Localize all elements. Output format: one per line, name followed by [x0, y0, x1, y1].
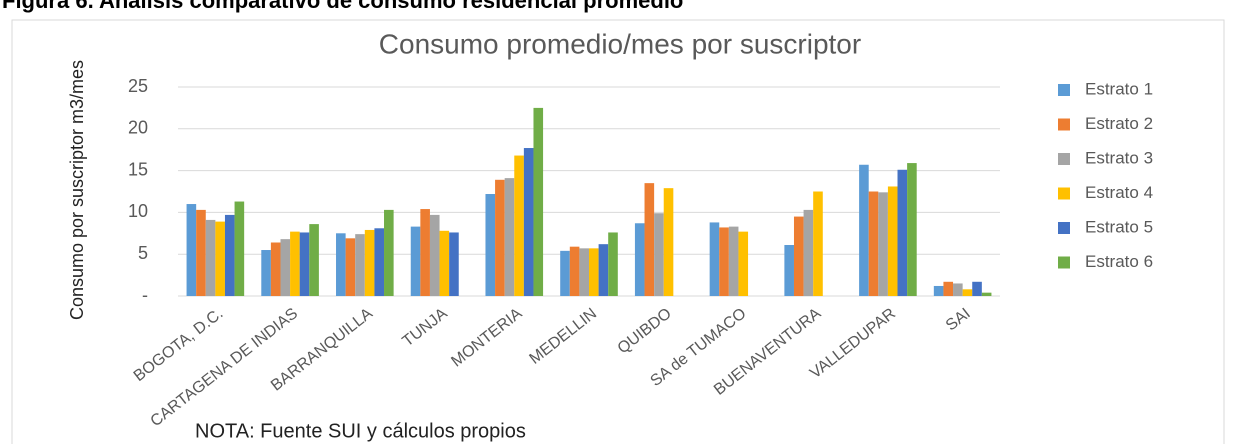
- bar: [589, 248, 599, 296]
- bar: [215, 221, 225, 296]
- bar: [953, 283, 963, 296]
- x-tick-label: QUIBDO: [615, 305, 675, 357]
- note: NOTA: Fuente SUI y cálculos propios: [195, 420, 526, 442]
- legend-label: Estrato 3: [1085, 148, 1153, 167]
- bar: [598, 244, 609, 296]
- bar: [868, 191, 879, 296]
- y-tick-label: 10: [128, 201, 148, 221]
- bar: [410, 226, 421, 296]
- bar: [654, 213, 664, 296]
- legend-swatch: [1058, 187, 1070, 200]
- bar: [663, 188, 674, 296]
- bar: [579, 248, 589, 296]
- legend-label: Estrato 1: [1085, 79, 1153, 98]
- x-tick-label: MEDELLIN: [527, 305, 601, 368]
- x-tick-label: TUNJA: [400, 305, 451, 350]
- bar: [504, 178, 515, 296]
- bar: [719, 227, 729, 296]
- legend-swatch: [1058, 256, 1070, 269]
- bar: [859, 164, 869, 296]
- bar: [569, 246, 580, 296]
- y-tick-label: 25: [128, 76, 148, 96]
- legend-label: Estrato 5: [1085, 217, 1153, 236]
- bar: [793, 216, 804, 296]
- bar: [634, 223, 645, 296]
- y-tick-label: 20: [128, 118, 148, 138]
- heading: Figura 6. Análisis comparativo de consum…: [2, 0, 683, 13]
- bar: [224, 214, 235, 296]
- bar: [355, 234, 365, 296]
- bar: [336, 233, 346, 296]
- legend-swatch: [1058, 118, 1070, 131]
- chart-title: Consumo promedio/mes por suscriptor: [379, 28, 861, 59]
- bar: [907, 163, 917, 296]
- bar: [270, 242, 281, 296]
- bar: [887, 186, 898, 296]
- bar: [644, 183, 655, 296]
- bar: [972, 281, 982, 296]
- bar: [981, 292, 992, 296]
- legend-label: Estrato 4: [1085, 183, 1153, 202]
- bar: [280, 239, 291, 296]
- bar: [205, 219, 216, 296]
- bar: [878, 192, 888, 296]
- legend-swatch: [1058, 222, 1070, 234]
- bar: [384, 209, 394, 296]
- bar: [309, 224, 319, 296]
- bar: [290, 231, 300, 296]
- x-tick-label: CARTAGENA DE INDIAS: [148, 305, 302, 430]
- bar: [261, 250, 271, 296]
- bar: [299, 232, 310, 296]
- legend-swatch: [1058, 84, 1070, 96]
- bar: [608, 232, 618, 296]
- bar: [933, 285, 944, 296]
- bar: [234, 201, 245, 296]
- chart-frame: [11, 19, 1225, 444]
- legend-label: Estrato 6: [1085, 252, 1153, 271]
- y-tick-label: 5: [138, 243, 148, 263]
- legend-swatch: [1058, 153, 1070, 165]
- bar: [709, 222, 720, 296]
- bar: [186, 204, 197, 296]
- bar: [738, 231, 749, 296]
- legend-label: Estrato 2: [1085, 114, 1153, 133]
- bar: [196, 209, 206, 296]
- bar: [420, 209, 430, 296]
- bar: [514, 155, 524, 296]
- bar: [523, 148, 534, 296]
- bar: [485, 194, 496, 296]
- bar: [374, 228, 385, 296]
- bar: [560, 250, 570, 296]
- bar: [943, 281, 954, 296]
- bar: [813, 191, 823, 296]
- bar: [449, 232, 459, 296]
- x-tick-label: SAI: [943, 305, 974, 334]
- y-tick-label: 15: [128, 159, 148, 179]
- y-axis-label: Consumo por suscriptor m3/mes: [67, 60, 87, 320]
- bar: [439, 230, 450, 296]
- bar: [897, 169, 908, 296]
- bar: [345, 238, 356, 296]
- bar: [962, 289, 973, 296]
- bar: [784, 245, 794, 296]
- y-tick-label: -: [142, 285, 148, 305]
- bar: [803, 209, 814, 296]
- bar: [429, 214, 440, 296]
- bar: [533, 107, 544, 297]
- bar: [728, 226, 739, 296]
- x-tick-label: MONTERIA: [448, 305, 525, 371]
- bar: [364, 229, 375, 296]
- bar: [495, 179, 505, 296]
